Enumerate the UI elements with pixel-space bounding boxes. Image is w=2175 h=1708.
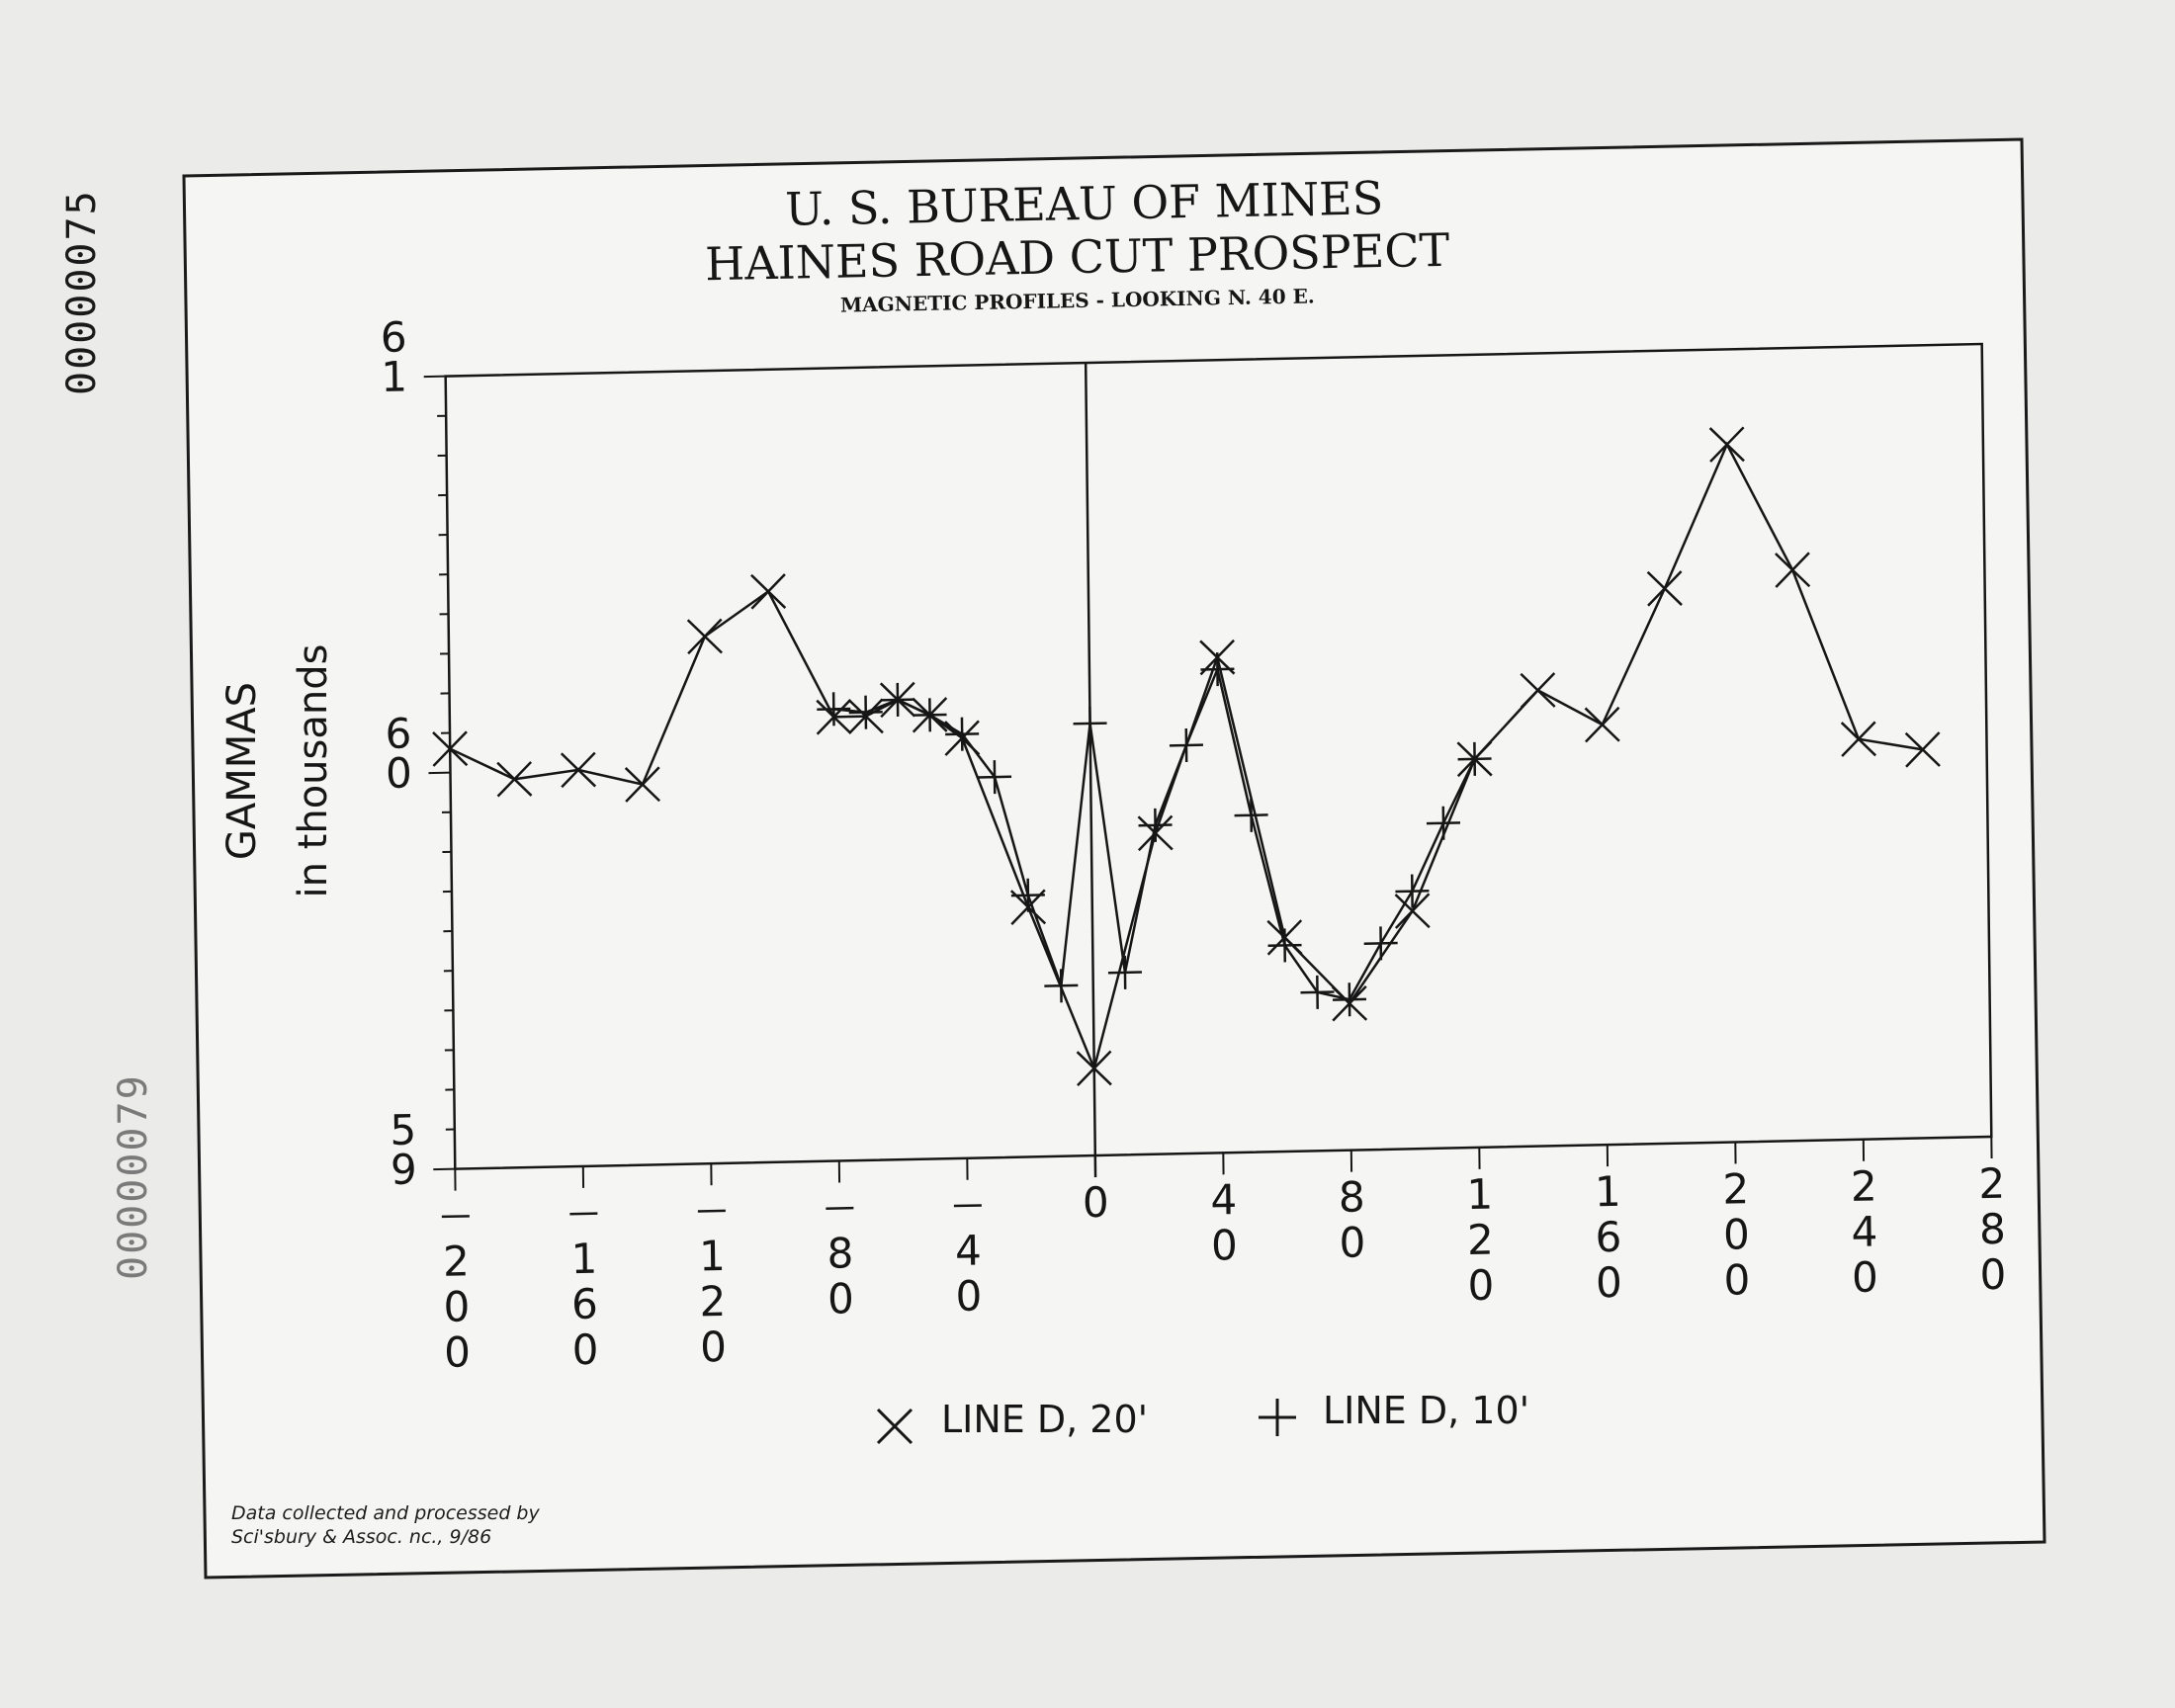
data-point-plus-marker xyxy=(1107,955,1142,989)
data-point-plus-marker xyxy=(1457,741,1492,776)
data-point-x-marker xyxy=(1584,706,1620,743)
legend-marker-line-d-20 xyxy=(876,1408,914,1445)
x-tick-label: 0 xyxy=(955,1271,982,1321)
data-point-plus-marker xyxy=(1138,808,1173,842)
data-point-x-marker xyxy=(560,751,597,789)
data-point-plus-marker xyxy=(978,760,1012,795)
y-tick-label: 0 xyxy=(386,748,412,798)
data-point-plus-marker xyxy=(1169,727,1203,762)
x-tick-label: 1 xyxy=(699,1232,726,1281)
legend-marker-line-d-10 xyxy=(1259,1399,1296,1436)
x-tick-label: 1 xyxy=(1595,1167,1621,1217)
data-point-plus-marker xyxy=(880,682,914,717)
data-point-x-marker xyxy=(1646,570,1683,607)
x-tick-label-minus xyxy=(569,1212,598,1216)
data-point-x-marker xyxy=(1840,721,1877,757)
x-tick-label: 2 xyxy=(699,1277,726,1326)
x-tick-label: 0 xyxy=(1723,1255,1750,1305)
legend: LINE D, 20' LINE D, 10' xyxy=(876,1389,1529,1445)
y-tick-label: 6 xyxy=(381,312,407,362)
series-line-line-d-20 xyxy=(449,441,1924,1072)
data-point-x-marker xyxy=(1394,893,1431,929)
data-point-x-marker xyxy=(1520,672,1556,709)
x-tick-label: 0 xyxy=(1211,1221,1238,1270)
x-tick-label-minus xyxy=(953,1204,982,1208)
data-point-plus-marker xyxy=(1267,928,1302,963)
x-tick-label: 2 xyxy=(1978,1159,2005,1209)
x-tick-label: 1 xyxy=(1466,1170,1493,1220)
x-tick-label: 6 xyxy=(1595,1213,1621,1262)
x-tick-label-minus xyxy=(826,1206,854,1211)
x-tick-label: 4 xyxy=(1851,1207,1877,1256)
y-axis-subtitle: in thousands xyxy=(291,644,336,898)
legend-label-line-d-10: LINE D, 10' xyxy=(1323,1389,1529,1432)
data-point-plus-marker xyxy=(1300,975,1335,1009)
x-tick-label: 0 xyxy=(827,1274,854,1324)
data-point-x-marker xyxy=(1076,1050,1112,1087)
x-tick-label: 0 xyxy=(1979,1250,2006,1300)
x-tick-label: 0 xyxy=(1723,1210,1750,1259)
x-tick-label-minus xyxy=(697,1209,726,1213)
data-point-x-marker xyxy=(686,618,723,655)
x-tick-label: 4 xyxy=(955,1226,982,1275)
document-number-stamp-faint: 00000079 xyxy=(111,1073,156,1280)
data-point-x-marker xyxy=(750,573,787,610)
data-point-plus-marker xyxy=(945,717,980,751)
data-point-x-marker xyxy=(1775,552,1811,588)
outer-frame xyxy=(182,137,2046,1580)
data-point-plus-marker xyxy=(817,692,851,726)
data-point-plus-marker xyxy=(1010,878,1045,912)
data-point-x-marker xyxy=(1708,426,1745,463)
y-tick-label: 9 xyxy=(391,1145,417,1194)
x-tick-label: 8 xyxy=(826,1229,853,1278)
data-point-x-marker xyxy=(624,766,661,803)
data-point-plus-marker xyxy=(913,698,947,732)
chart-title-line1: U. S. BUREAU OF MINES xyxy=(785,171,1384,236)
x-tick-label: 6 xyxy=(571,1280,598,1329)
credit-line-1: Data collected and processed by xyxy=(231,1502,540,1524)
x-tick-label: 0 xyxy=(1083,1178,1109,1228)
data-point-plus-marker xyxy=(1395,874,1430,908)
y-tick-label: 1 xyxy=(381,352,407,401)
data-point-plus-marker xyxy=(1426,806,1461,840)
x-tick-label: 1 xyxy=(570,1235,597,1284)
x-tick-label: 0 xyxy=(1467,1261,1494,1311)
x-tick-label: 2 xyxy=(1467,1216,1494,1265)
data-point-plus-marker xyxy=(1332,982,1366,1017)
document-number-stamp: 00000075 xyxy=(59,189,105,395)
y-tick-label: 5 xyxy=(390,1105,416,1154)
x-tick-label: 0 xyxy=(444,1327,471,1377)
x-tick-label: 8 xyxy=(1979,1205,2006,1254)
x-tick-label: 0 xyxy=(1596,1258,1622,1308)
x-tick-label: 2 xyxy=(1851,1161,1877,1211)
x-tick-label: 4 xyxy=(1210,1175,1237,1225)
data-point-plus-marker xyxy=(848,695,883,729)
legend-label-line-d-20: LINE D, 20' xyxy=(941,1398,1148,1441)
x-tick-label: 8 xyxy=(1339,1172,1365,1222)
data-point-plus-marker xyxy=(1234,798,1268,832)
data-point-plus-marker xyxy=(1073,706,1107,740)
data-point-plus-marker xyxy=(1363,926,1398,961)
x-tick-label: 0 xyxy=(571,1325,598,1375)
data-point-x-marker xyxy=(1904,731,1941,768)
x-tick-label: 0 xyxy=(1339,1218,1365,1267)
data-point-x-marker xyxy=(432,730,469,767)
data-point-plus-marker xyxy=(1044,969,1079,1003)
zero-line xyxy=(1084,363,1097,1178)
data-point-plus-marker xyxy=(1200,652,1235,687)
y-tick-label: 6 xyxy=(385,709,411,758)
x-tick-label: 2 xyxy=(443,1237,470,1286)
x-tick-label: 0 xyxy=(700,1323,727,1372)
data-point-x-marker xyxy=(496,761,533,798)
y-axis-title: GAMMAS xyxy=(219,682,265,860)
x-tick-label: 0 xyxy=(1852,1252,1878,1302)
x-tick-label-minus xyxy=(441,1215,470,1219)
credit-line-2: Sci'sbury & Assoc. nc., 9/86 xyxy=(231,1526,492,1548)
x-tick-label: 2 xyxy=(1722,1164,1749,1214)
x-tick-label: 0 xyxy=(443,1282,470,1331)
